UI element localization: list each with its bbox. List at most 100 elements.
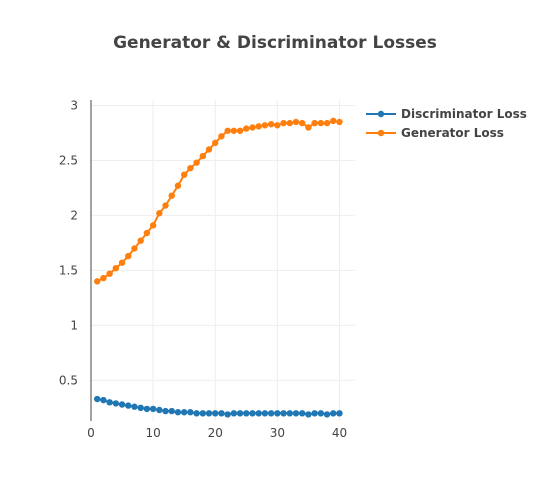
series-1-point xyxy=(243,410,250,417)
series-2-point xyxy=(261,122,269,129)
series-1-point xyxy=(305,411,312,418)
axis-layer: 0 10 20 30 40 0.5 1 1.5 2 2.5 3 xyxy=(59,98,347,440)
y-tick-label: 2.5 xyxy=(59,153,78,167)
series-1-point xyxy=(323,411,331,418)
series-1-point xyxy=(280,410,287,417)
series-1-point xyxy=(187,409,194,416)
series-2-point xyxy=(280,119,287,127)
series-2-point xyxy=(330,117,337,125)
series-2-point xyxy=(156,210,163,217)
series-2-point xyxy=(224,127,231,134)
series-1-point xyxy=(156,406,163,414)
series-2-point xyxy=(311,119,318,127)
x-tick-label: 20 xyxy=(208,426,223,440)
series-2-point xyxy=(243,125,250,132)
series-1-point xyxy=(174,409,182,416)
legend-item-2[interactable]: Generator Loss xyxy=(366,126,504,140)
series-2-point xyxy=(174,182,182,189)
legend-item-1[interactable]: Discriminator Loss xyxy=(366,107,527,121)
series-1-point xyxy=(267,410,275,417)
series-1-point xyxy=(317,410,325,417)
series-2-point xyxy=(249,124,256,131)
grid-layer xyxy=(91,100,355,421)
series-2-point xyxy=(180,171,188,178)
series-1-point xyxy=(131,403,138,410)
series-2-point xyxy=(236,127,244,134)
series-2-point xyxy=(125,252,132,260)
series-2-point xyxy=(305,124,312,131)
series-1-point xyxy=(137,404,144,412)
series-1-point xyxy=(205,410,213,417)
series-1-point xyxy=(100,396,107,404)
series-2-point xyxy=(255,123,262,130)
series-2-point xyxy=(100,274,107,282)
series-2-point xyxy=(230,127,238,134)
series-1-point xyxy=(274,410,281,417)
series-2-point xyxy=(323,119,331,127)
series-1-point xyxy=(118,401,126,408)
series-2-point xyxy=(143,229,151,237)
series-2-point xyxy=(336,118,343,126)
series-1-point xyxy=(286,410,293,417)
x-tick-label: 40 xyxy=(332,426,347,440)
series-2-point xyxy=(205,146,213,153)
y-tick-label: 0.5 xyxy=(59,373,78,387)
series-1-point xyxy=(125,402,132,409)
series-1-point xyxy=(212,410,219,417)
chart-title: Generator & Discriminator Losses xyxy=(113,33,437,53)
series-2-point xyxy=(218,133,225,140)
series-1-point xyxy=(143,405,151,413)
legend[interactable]: Discriminator Loss Generator Loss xyxy=(366,107,527,140)
series-1-point xyxy=(168,407,175,415)
y-tick-label: 1.5 xyxy=(59,263,78,277)
x-tick-label: 10 xyxy=(145,426,160,440)
y-tick-label: 1 xyxy=(70,318,78,332)
series-2-point xyxy=(212,139,219,147)
series-1-point xyxy=(255,410,262,417)
series-2-point xyxy=(112,264,120,272)
series-1-point xyxy=(199,410,207,417)
series-2-point xyxy=(199,152,207,160)
x-tick-label: 0 xyxy=(87,426,95,440)
series-2-point xyxy=(94,278,101,285)
series-2-point xyxy=(168,192,175,199)
legend-label: Generator Loss xyxy=(401,126,504,140)
series-2-point xyxy=(299,119,306,127)
series-2-point xyxy=(292,118,300,126)
series-1-point xyxy=(299,410,306,417)
series-1-point xyxy=(236,410,244,417)
series-2-point xyxy=(137,237,144,244)
series-2-point xyxy=(286,119,293,127)
legend-swatch-marker xyxy=(377,110,385,118)
legend-label: Discriminator Loss xyxy=(401,107,527,121)
series-1-point xyxy=(311,410,318,417)
y-tick-label: 3 xyxy=(70,98,78,112)
series-2-point xyxy=(187,164,194,172)
series-line-2 xyxy=(96,119,340,283)
series-2-point xyxy=(118,259,126,266)
series-2-point xyxy=(317,119,325,127)
series-1-point xyxy=(224,411,231,418)
series-2-point xyxy=(131,245,138,252)
series-2-point xyxy=(193,159,200,166)
series-2-point xyxy=(162,202,169,209)
series-1-point xyxy=(218,410,225,417)
series-1-point xyxy=(112,400,120,407)
series-layer xyxy=(94,117,343,418)
series-2-point xyxy=(149,222,157,229)
series-1-point xyxy=(330,410,337,417)
series-2-point xyxy=(267,120,275,128)
series-2-point xyxy=(106,270,113,277)
series-1-point xyxy=(149,405,157,413)
series-1-point xyxy=(336,410,343,417)
series-1-point xyxy=(180,409,188,416)
series-1-point xyxy=(249,410,256,417)
series-1-point xyxy=(292,410,300,417)
series-1-point xyxy=(193,410,200,417)
series-1-point xyxy=(106,399,113,406)
y-tick-label: 2 xyxy=(70,208,78,222)
series-1-point xyxy=(261,410,269,417)
series-1-point xyxy=(162,407,169,415)
series-1-point xyxy=(94,395,101,403)
